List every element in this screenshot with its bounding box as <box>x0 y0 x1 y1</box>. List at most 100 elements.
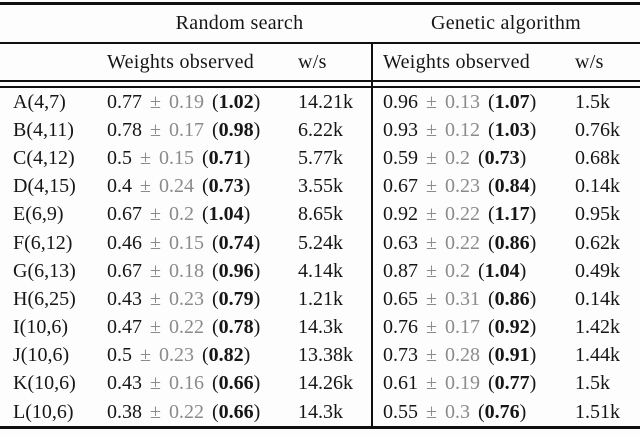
ga-error: ± 0.2 <box>426 259 470 282</box>
ga-ws-cell: 0.62k <box>575 231 620 254</box>
ga-mean: 0.96 <box>383 90 418 113</box>
col-header-ga-weights-observed: Weights observed <box>371 43 575 82</box>
ga-weights-cell: 0.63 ± 0.22 0.86 <box>371 228 575 258</box>
rs-best-paren: 0.98 <box>212 119 260 141</box>
rs-best-paren: 0.71 <box>202 147 250 169</box>
rs-mean: 0.38 <box>107 400 142 423</box>
rs-ws-cell: 4.14k <box>298 259 343 282</box>
ga-best-paren: 0.77 <box>488 372 536 394</box>
group-header-spacer <box>0 3 107 44</box>
rs-best: 0.66 <box>218 400 254 423</box>
rs-best-paren: 1.04 <box>202 203 250 225</box>
ga-weights-cell: 0.73 ± 0.28 0.91 <box>371 341 575 370</box>
ga-ws-cell: 1.44k <box>575 344 620 367</box>
rs-mean: 0.43 <box>107 372 142 395</box>
ga-ws-cell: 1.51k <box>575 400 620 423</box>
ga-weights-cell: 0.61 ± 0.19 0.77 <box>371 369 575 399</box>
rs-weights-cell: 0.77 ± 0.19 1.02 <box>107 87 298 116</box>
rs-error: ± 0.23 <box>140 344 194 367</box>
ga-best-paren: 0.84 <box>488 175 536 197</box>
ga-best-paren: 1.04 <box>478 260 526 282</box>
ga-weights-cell: 0.87 ± 0.2 1.04 <box>371 257 575 286</box>
ga-best: 1.17 <box>494 203 530 226</box>
ga-ws-cell: 0.14k <box>575 287 620 310</box>
ga-mean: 0.67 <box>383 175 418 198</box>
col-header-rs-weights-observed: Weights observed <box>107 43 298 82</box>
rs-weights-cell: 0.38 ± 0.22 0.66 <box>107 398 298 428</box>
double-rule-spacer-row <box>0 81 640 88</box>
rs-best-paren: 0.66 <box>212 401 260 423</box>
ga-best: 0.91 <box>494 344 530 367</box>
row-label: G(6,13) <box>13 259 76 282</box>
rs-error: ± 0.2 <box>150 203 194 226</box>
table-row: G(6,13) 0.67 ± 0.18 0.96 4.14k 0.87 ± 0.… <box>0 257 640 286</box>
rs-error: ± 0.17 <box>150 118 204 141</box>
rs-error: ± 0.22 <box>150 316 204 339</box>
row-label: D(4,15) <box>13 175 76 198</box>
rs-ws-cell: 14.26k <box>298 372 353 395</box>
rs-weights-cell: 0.5 ± 0.15 0.71 <box>107 144 298 172</box>
rs-best-paren: 0.74 <box>212 232 260 254</box>
rs-ws-cell: 14.3k <box>298 316 343 339</box>
row-label: C(4,12) <box>13 146 75 169</box>
rs-best-paren: 0.82 <box>202 344 250 366</box>
group-header-random-search: Random search <box>107 3 372 44</box>
rs-best: 0.71 <box>208 146 244 169</box>
ga-error: ± 0.28 <box>426 344 480 367</box>
row-label: E(6,9) <box>13 203 64 226</box>
rs-best: 0.82 <box>208 344 244 367</box>
ga-error: ± 0.19 <box>426 372 480 395</box>
ga-best-paren: 1.07 <box>488 91 536 113</box>
rs-best-paren: 0.73 <box>202 175 250 197</box>
ga-best: 0.92 <box>494 316 530 339</box>
rs-error: ± 0.18 <box>150 259 204 282</box>
col-header-rs-ws: w/s <box>298 43 372 82</box>
rs-mean: 0.43 <box>107 287 142 310</box>
row-label: L(10,6) <box>13 400 74 423</box>
rs-weights-cell: 0.47 ± 0.22 0.78 <box>107 314 298 342</box>
ga-best-paren: 0.73 <box>478 147 526 169</box>
ga-weights-cell: 0.55 ± 0.3 0.76 <box>371 398 575 428</box>
ga-best: 1.07 <box>494 90 530 113</box>
sub-header-spacer <box>0 43 107 82</box>
ga-best-paren: 0.76 <box>478 401 526 423</box>
rs-error: ± 0.23 <box>150 287 204 310</box>
ga-mean: 0.55 <box>383 400 418 423</box>
ga-best: 0.73 <box>484 146 520 169</box>
rs-ws-cell: 14.3k <box>298 400 343 423</box>
ga-weights-cell: 0.93 ± 0.12 1.03 <box>371 116 575 145</box>
ga-best: 1.04 <box>484 259 520 282</box>
rs-best: 0.73 <box>208 175 244 198</box>
ga-ws-cell: 1.5k <box>575 372 610 395</box>
rs-error: ± 0.24 <box>140 175 194 198</box>
rs-mean: 0.5 <box>107 146 132 169</box>
group-header-genetic-algorithm: Genetic algorithm <box>372 3 640 44</box>
row-label: I(10,6) <box>13 316 68 339</box>
ga-best-paren: 0.92 <box>488 316 536 338</box>
rs-weights-cell: 0.67 ± 0.2 1.04 <box>107 201 298 229</box>
row-label: H(6,25) <box>13 287 76 310</box>
ga-ws-cell: 0.95k <box>575 203 620 226</box>
rs-ws-cell: 8.65k <box>298 203 343 226</box>
ga-mean: 0.76 <box>383 316 418 339</box>
rs-weights-cell: 0.4 ± 0.24 0.73 <box>107 173 298 201</box>
rs-ws-cell: 5.24k <box>298 231 343 254</box>
row-label: F(6,12) <box>13 231 73 254</box>
ga-error: ± 0.17 <box>426 316 480 339</box>
rs-best: 1.02 <box>218 90 254 113</box>
ga-error: ± 0.31 <box>426 287 480 310</box>
rs-mean: 0.67 <box>107 259 142 282</box>
ga-ws-cell: 0.76k <box>575 118 620 141</box>
rs-weights-cell: 0.5 ± 0.23 0.82 <box>107 342 298 370</box>
col-header-ga-ws: w/s <box>575 43 640 82</box>
ga-ws-cell: 0.49k <box>575 259 620 282</box>
rs-mean: 0.47 <box>107 316 142 339</box>
ga-error: ± 0.2 <box>426 146 470 169</box>
rs-best: 0.96 <box>218 259 254 282</box>
rs-best-paren: 1.02 <box>212 91 260 113</box>
rs-ws-cell: 3.55k <box>298 175 343 198</box>
ga-mean: 0.73 <box>383 344 418 367</box>
ga-mean: 0.92 <box>383 203 418 226</box>
ga-error: ± 0.3 <box>426 400 470 423</box>
